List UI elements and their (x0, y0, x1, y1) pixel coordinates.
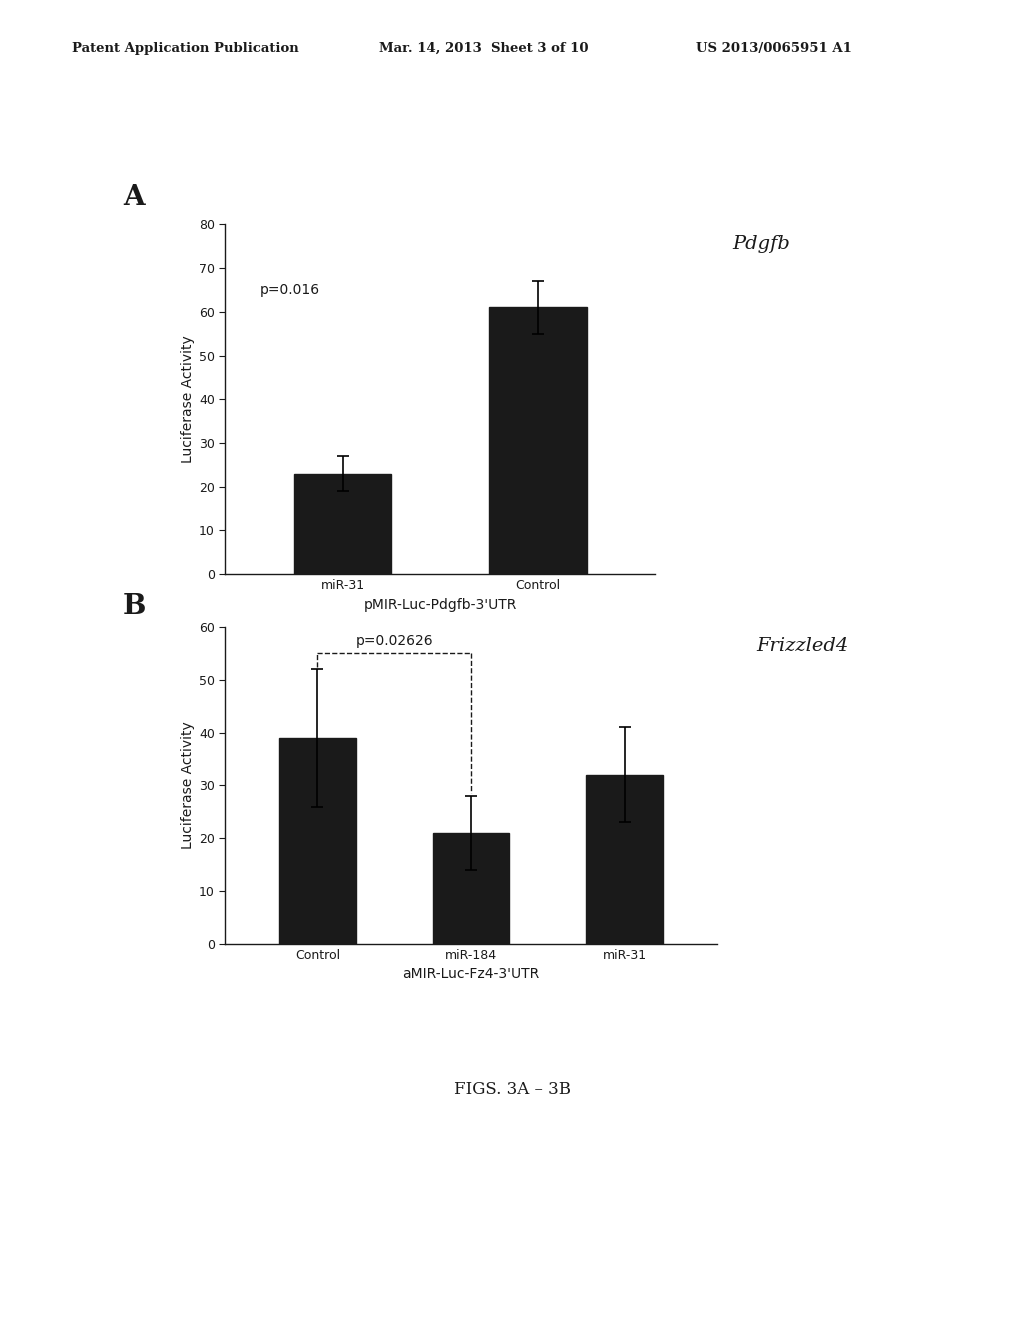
Y-axis label: Luciferase Activity: Luciferase Activity (180, 335, 195, 463)
Y-axis label: Luciferase Activity: Luciferase Activity (180, 722, 195, 849)
Text: US 2013/0065951 A1: US 2013/0065951 A1 (696, 42, 852, 55)
X-axis label: aMIR-Luc-Fz4-3'UTR: aMIR-Luc-Fz4-3'UTR (402, 968, 540, 981)
Bar (294, 474, 391, 574)
Text: Pdgfb: Pdgfb (733, 235, 791, 253)
Bar (432, 833, 510, 944)
Text: p=0.02626: p=0.02626 (355, 634, 433, 648)
Text: A: A (123, 183, 144, 211)
Text: Frizzled4: Frizzled4 (756, 636, 848, 655)
X-axis label: pMIR-Luc-Pdgfb-3'UTR: pMIR-Luc-Pdgfb-3'UTR (364, 598, 517, 611)
Text: Mar. 14, 2013  Sheet 3 of 10: Mar. 14, 2013 Sheet 3 of 10 (379, 42, 589, 55)
Text: Patent Application Publication: Patent Application Publication (72, 42, 298, 55)
Bar (279, 738, 356, 944)
Text: FIGS. 3A – 3B: FIGS. 3A – 3B (454, 1081, 570, 1097)
Bar (586, 775, 664, 944)
Text: B: B (123, 593, 146, 620)
Bar (489, 308, 587, 574)
Text: p=0.016: p=0.016 (260, 284, 319, 297)
